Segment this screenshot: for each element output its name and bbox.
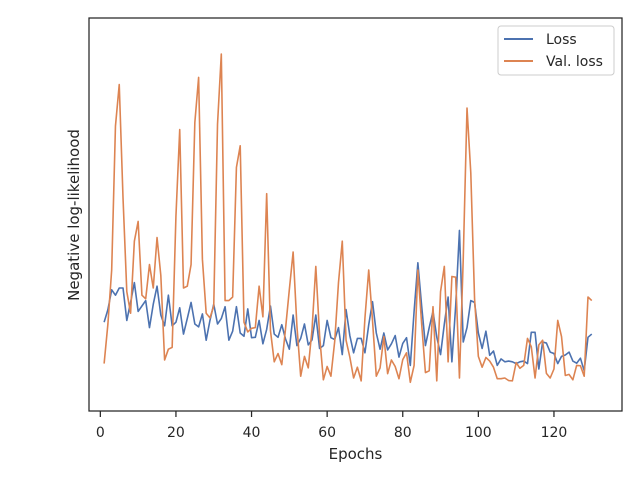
- series-line-loss: [103, 229, 593, 372]
- legend-label-loss: Loss: [546, 32, 577, 48]
- legend: Loss Val. loss: [497, 25, 615, 76]
- series-line-val-loss: [103, 53, 593, 384]
- x-tick-label: 120: [541, 425, 568, 441]
- y-axis-label: Negative log-likelihood: [65, 129, 83, 301]
- x-axis-label: Epochs: [329, 445, 383, 463]
- x-tick-label: 0: [96, 425, 105, 441]
- plot-area: [103, 53, 593, 384]
- x-tick-label: 60: [318, 425, 336, 441]
- x-tick-label: 40: [243, 425, 261, 441]
- legend-label-val-loss: Val. loss: [546, 54, 603, 70]
- x-axis-ticks: 0 20 40 60 80 100 120: [96, 411, 567, 441]
- x-tick-label: 80: [394, 425, 412, 441]
- x-tick-label: 20: [167, 425, 185, 441]
- axes-frame: [88, 17, 623, 412]
- x-tick-label: 100: [465, 425, 492, 441]
